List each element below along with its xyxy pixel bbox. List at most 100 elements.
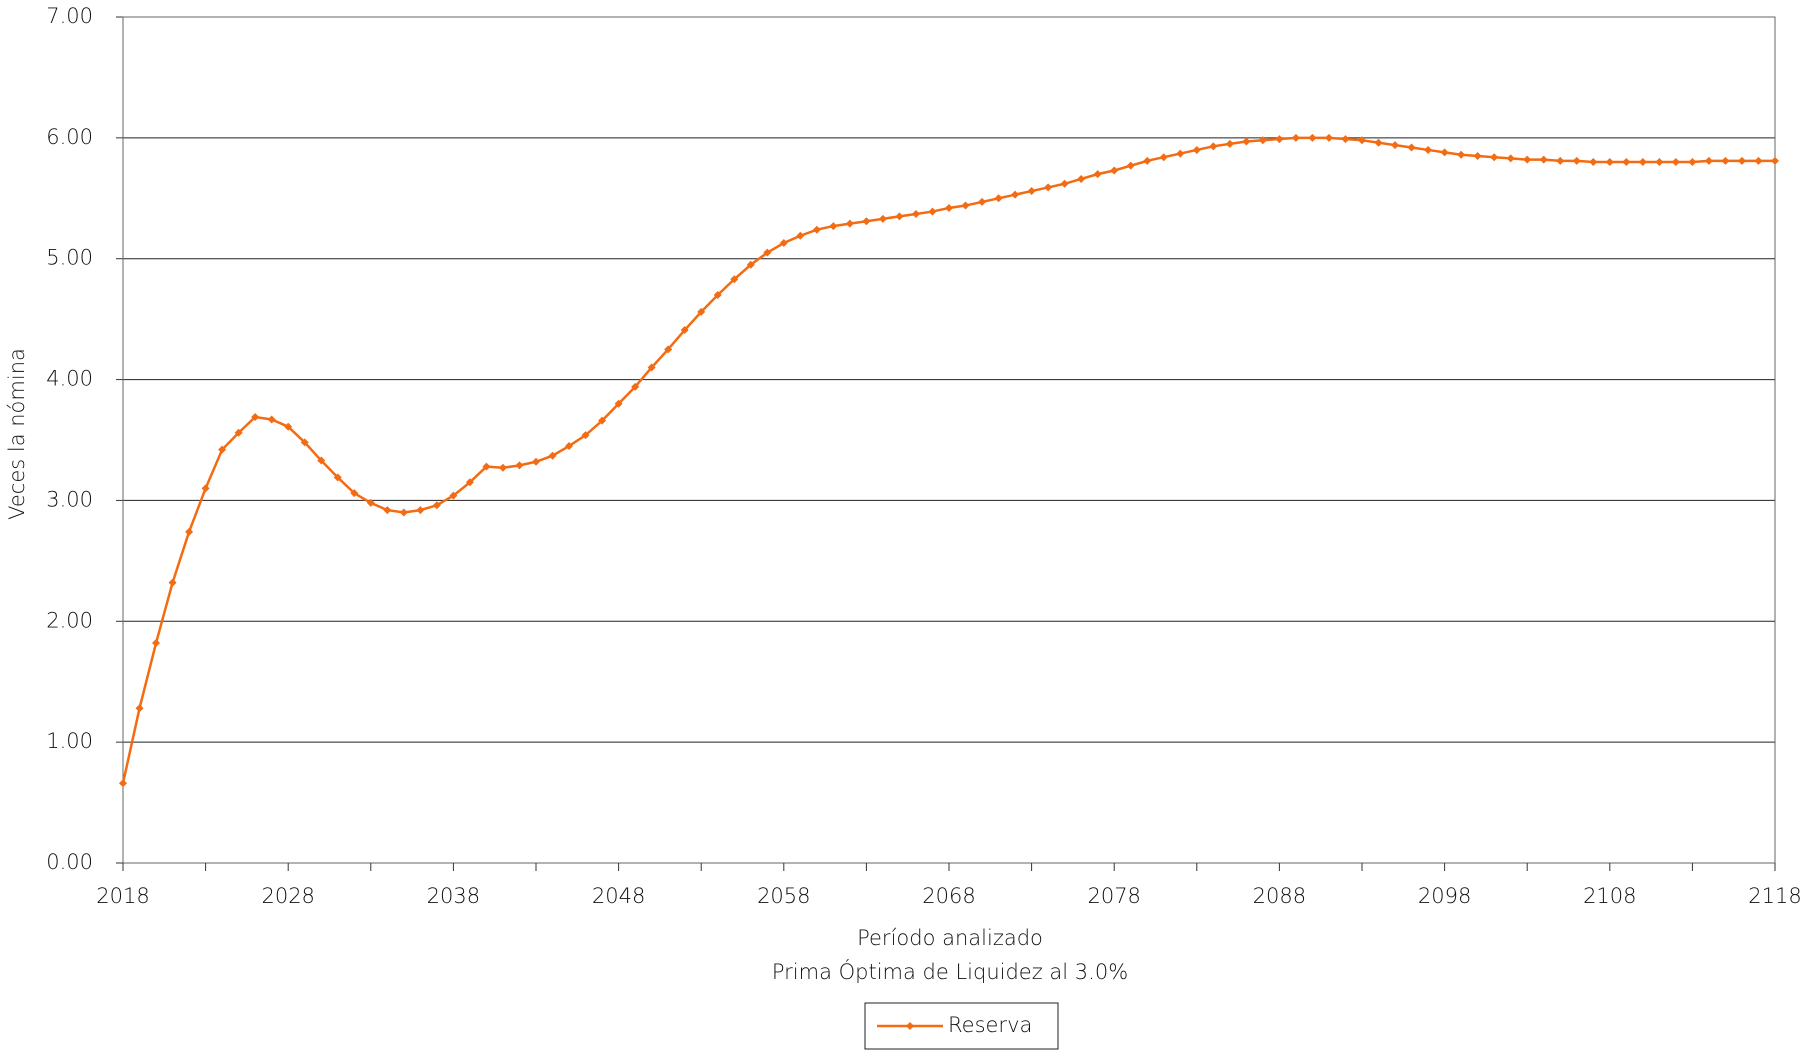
point-marker	[449, 491, 458, 500]
point-marker	[796, 231, 805, 240]
x-tick-label: 2058	[757, 884, 810, 908]
point-marker	[945, 203, 953, 212]
point-marker	[267, 415, 276, 424]
point-marker	[251, 413, 260, 422]
point-marker	[845, 219, 854, 228]
point-marker	[284, 422, 293, 431]
point-marker	[680, 326, 689, 335]
y-tick-label: 1.00	[46, 729, 93, 753]
point-marker	[1242, 137, 1251, 146]
point-marker	[730, 275, 739, 284]
point-marker	[1159, 153, 1168, 162]
x-tick-label: 2048	[592, 884, 645, 908]
y-tick-label: 2.00	[46, 608, 93, 632]
point-marker	[1291, 133, 1300, 142]
y-tick-label: 7.00	[46, 4, 93, 28]
point-marker	[234, 428, 243, 437]
x-tick-label: 2088	[1253, 884, 1306, 908]
point-marker	[1605, 158, 1614, 167]
point-marker	[300, 438, 309, 447]
point-marker	[1308, 133, 1317, 142]
point-marker	[1110, 166, 1119, 175]
point-marker	[317, 456, 326, 465]
point-marker	[1093, 170, 1102, 179]
point-marker	[1506, 154, 1515, 163]
point-marker	[1737, 156, 1746, 165]
point-marker	[218, 445, 227, 454]
x-tick-label: 2118	[1748, 884, 1801, 908]
plot-frame	[122, 16, 1776, 864]
point-marker	[119, 779, 127, 788]
point-marker	[713, 290, 722, 299]
x-axis-title: Período analizado	[857, 926, 1043, 950]
point-marker	[432, 501, 441, 510]
point-marker	[135, 704, 144, 713]
point-marker	[1407, 143, 1416, 152]
point-marker	[1457, 150, 1466, 159]
point-marker	[1539, 155, 1548, 164]
point-marker	[1044, 183, 1053, 192]
series-line	[121, 136, 1775, 784]
point-marker	[515, 461, 524, 470]
point-marker	[416, 506, 425, 515]
x-tick-label: 2028	[261, 884, 314, 908]
point-marker	[614, 399, 623, 408]
point-marker	[1424, 145, 1433, 154]
y-tick-label: 4.00	[46, 367, 93, 391]
point-marker	[1258, 136, 1267, 145]
point-marker	[1671, 158, 1680, 167]
point-marker	[1027, 187, 1036, 196]
point-marker	[1341, 135, 1350, 144]
point-marker	[366, 498, 375, 507]
point-marker	[1556, 156, 1565, 165]
point-marker	[1358, 136, 1366, 145]
y-tick-label: 5.00	[46, 246, 93, 270]
point-marker	[168, 578, 177, 587]
point-marker	[185, 527, 194, 536]
point-marker	[1324, 133, 1333, 142]
point-marker	[1077, 174, 1086, 183]
point-marker	[1622, 158, 1631, 167]
point-marker	[664, 345, 673, 354]
point-marker	[895, 212, 904, 221]
x-tick-label: 2108	[1583, 884, 1636, 908]
point-marker	[1721, 156, 1730, 165]
point-marker	[961, 201, 970, 210]
point-marker	[647, 363, 656, 372]
subtitle: Prima Óptima de Liquidez al 3.0%	[772, 959, 1128, 984]
point-marker	[465, 478, 474, 487]
point-marker	[1704, 156, 1713, 165]
point-marker	[1225, 139, 1234, 148]
point-marker	[1209, 142, 1218, 151]
point-marker	[581, 431, 590, 440]
legend-label: Reserva	[948, 1013, 1032, 1037]
legend-marker	[906, 1022, 914, 1030]
point-marker	[1572, 156, 1581, 165]
point-marker	[598, 416, 607, 425]
x-tick-label: 2068	[922, 884, 975, 908]
point-marker	[565, 442, 574, 451]
point-marker	[697, 307, 706, 316]
point-marker	[1440, 148, 1449, 157]
x-tick-label: 2078	[1087, 884, 1140, 908]
point-marker	[1490, 153, 1499, 162]
x-tick-label: 2098	[1418, 884, 1471, 908]
point-marker	[1374, 138, 1383, 147]
y-tick-label: 0.00	[46, 850, 93, 874]
point-marker	[812, 225, 821, 234]
point-marker	[1523, 155, 1532, 164]
point-marker	[152, 639, 161, 648]
point-marker	[862, 217, 871, 226]
point-marker	[829, 222, 838, 231]
point-marker	[1126, 161, 1135, 170]
point-marker	[498, 463, 507, 472]
point-marker	[1192, 145, 1201, 154]
point-marker	[333, 473, 342, 482]
point-marker	[1771, 156, 1779, 165]
point-marker	[994, 194, 1003, 203]
point-marker	[1589, 158, 1598, 167]
point-marker	[1754, 156, 1763, 165]
y-axis-title: Veces la nómina	[5, 348, 29, 520]
y-tick-label: 6.00	[46, 125, 93, 149]
point-marker	[350, 489, 359, 498]
